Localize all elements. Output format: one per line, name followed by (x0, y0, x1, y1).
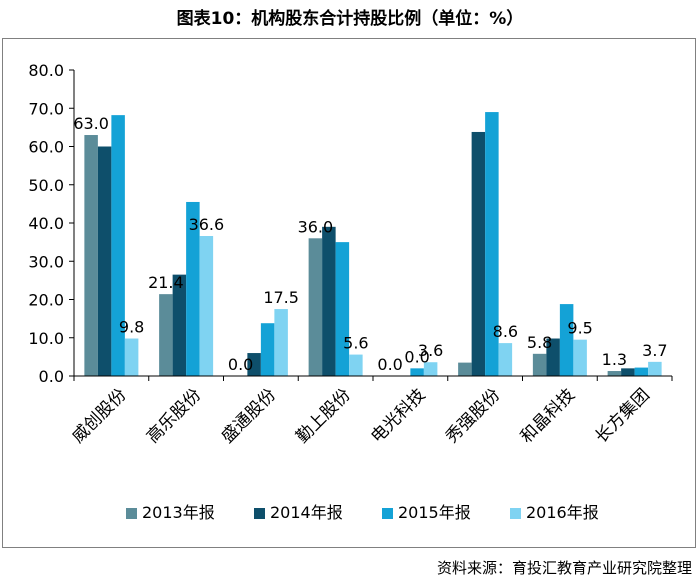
bar-1-series-2 (97, 146, 112, 376)
bar-7-series-3 (559, 304, 574, 376)
y-tick-label: 30.0 (28, 252, 64, 271)
bar-8-series-1 (607, 371, 622, 376)
y-tick-label: 0.0 (39, 367, 64, 386)
data-label: 9.8 (119, 318, 144, 337)
x-category-label: 勤上股份 (293, 385, 355, 447)
data-label: 0.0 (404, 347, 429, 366)
legend-label: 2013年报 (142, 503, 215, 522)
bar-6-series-2 (471, 131, 486, 376)
data-label: 36.0 (298, 217, 334, 236)
y-tick-label: 80.0 (28, 61, 64, 80)
bar-3-series-4 (274, 309, 288, 376)
bar-7-series-4 (573, 339, 587, 376)
legend-label: 2016年报 (526, 503, 599, 522)
bar-1-series-4 (124, 338, 139, 376)
x-category-label: 长方集团 (592, 385, 654, 447)
bar-7-series-1 (532, 353, 547, 376)
data-label: 5.6 (343, 334, 368, 353)
bar-6-series-1 (458, 362, 472, 376)
bar-3-series-3 (260, 323, 275, 376)
data-label: 3.7 (642, 341, 667, 360)
x-category-label: 高乐股份 (143, 385, 205, 447)
y-tick-label: 50.0 (28, 176, 64, 195)
bar-7-series-2 (546, 338, 560, 376)
data-label: 36.6 (189, 215, 225, 234)
bar-8-series-3 (634, 367, 649, 376)
bar-5-series-3 (410, 368, 424, 376)
bar-2-series-2 (172, 274, 187, 376)
legend-label: 2015年报 (398, 503, 471, 522)
x-category-label: 威创股份 (68, 385, 130, 447)
legend-swatch (126, 508, 137, 519)
bar-3-series-2 (247, 353, 261, 376)
bar-4-series-3 (335, 242, 350, 376)
source-note: 资料来源：育投汇教育产业研究院整理 (436, 559, 692, 577)
bar-1-series-1 (84, 135, 98, 376)
data-label: 0.0 (228, 355, 253, 374)
bar-6-series-4 (498, 343, 513, 376)
legend-swatch (254, 508, 265, 519)
y-tick-label: 70.0 (28, 99, 64, 118)
bar-4-series-2 (322, 226, 336, 376)
y-tick-label: 10.0 (28, 329, 64, 348)
data-label: 0.0 (377, 355, 402, 374)
data-label: 9.5 (567, 319, 592, 338)
legend-label: 2014年报 (270, 503, 343, 522)
data-label: 1.3 (602, 350, 627, 369)
bar-6-series-3 (485, 112, 499, 376)
y-tick-label: 40.0 (28, 214, 64, 233)
y-tick-label: 20.0 (28, 291, 64, 310)
bar-2-series-3 (186, 201, 200, 376)
legend-swatch (382, 508, 393, 519)
x-category-label: 秀强股份 (442, 385, 504, 447)
x-category-label: 电光科技 (367, 385, 429, 447)
x-category-label: 和晶科技 (517, 385, 579, 447)
data-label: 8.6 (493, 322, 518, 341)
data-label: 63.0 (73, 114, 109, 133)
bar-4-series-4 (349, 354, 363, 376)
bar-2-series-1 (159, 294, 173, 376)
data-label: 5.8 (527, 333, 552, 352)
y-tick-label: 60.0 (28, 138, 64, 157)
bar-8-series-4 (648, 361, 662, 376)
bar-4-series-1 (308, 238, 323, 376)
legend-swatch (510, 508, 521, 519)
data-label: 17.5 (263, 288, 299, 307)
bar-1-series-3 (111, 115, 125, 376)
bar-8-series-2 (621, 368, 635, 376)
bar-5-series-4 (423, 362, 438, 376)
x-category-label: 盛通股份 (218, 385, 280, 447)
data-label: 21.4 (148, 273, 184, 292)
bar-2-series-4 (199, 236, 214, 376)
chart-title: 图表10：机构股东合计持股比例（单位：%） (176, 9, 524, 29)
data-label: 3.6 (418, 341, 443, 360)
